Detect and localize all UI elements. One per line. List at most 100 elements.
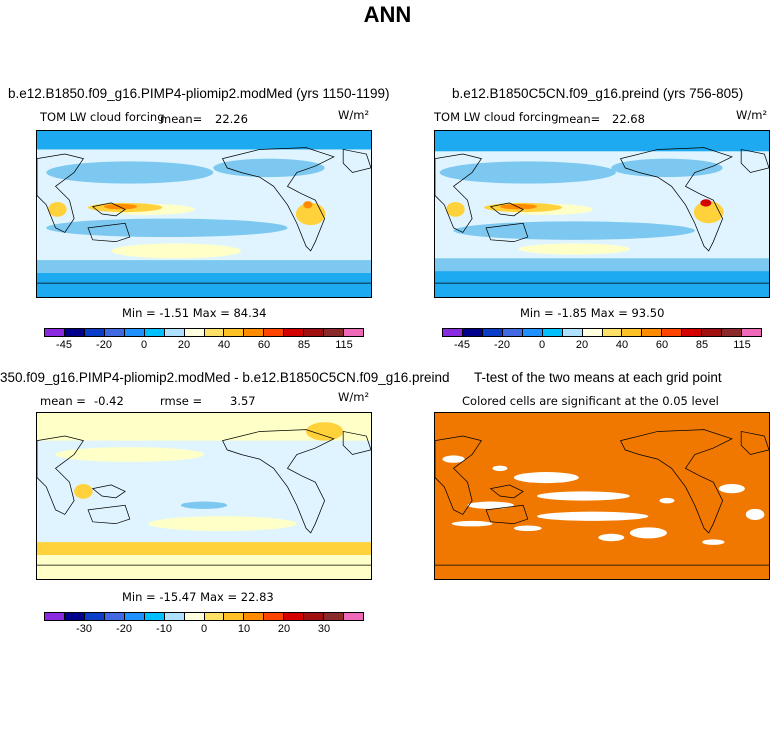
map-warmpool-core <box>499 203 538 210</box>
map-southern-band <box>435 258 769 272</box>
map-samerica-core <box>303 201 313 209</box>
colorbar-tick-label: -45 <box>56 339 72 351</box>
colorbar-tick-label: 85 <box>695 339 709 351</box>
panel3-units: W/m² <box>338 390 370 404</box>
colorbar-swatch <box>64 613 85 620</box>
colorbar-swatch <box>184 329 205 336</box>
colorbar-tick-label: 30 <box>317 623 331 635</box>
colorbar-tick-label: 20 <box>177 339 191 351</box>
map-antarctic-pale <box>37 555 371 579</box>
panel1-map <box>36 130 372 298</box>
colorbar-swatch <box>184 613 205 620</box>
panel2-mean-label: mean= <box>558 112 601 126</box>
colorbar-swatch <box>45 613 65 620</box>
colorbar-swatch <box>244 613 265 620</box>
colorbar-swatch <box>324 329 345 336</box>
colorbar-swatch <box>622 329 643 336</box>
colorbar-swatch <box>542 329 563 336</box>
colorbar-tick-label: 60 <box>257 339 271 351</box>
map-spacific-band <box>453 221 695 240</box>
colorbar-tick-label: 0 <box>538 339 546 351</box>
panel1-map-svg <box>37 131 371 297</box>
colorbar-swatch <box>104 329 125 336</box>
panel2-map-svg <box>435 131 769 297</box>
map-spacific-band <box>46 218 288 238</box>
map-antarctic-band <box>37 271 371 297</box>
colorbar-tick-label: 115 <box>335 339 353 351</box>
colorbar-swatch <box>562 329 583 336</box>
colorbar-tick-label: -20 <box>494 339 510 351</box>
map-tropic-blue <box>180 501 228 509</box>
panel3-colorbar-ticks: -30 -20 -10 0 10 20 30 <box>44 623 364 637</box>
map-southern-yellow <box>37 542 371 556</box>
colorbar-swatch <box>642 329 663 336</box>
map-natlantic-band <box>611 158 723 178</box>
panel1-mean-value: 22.26 <box>215 112 248 126</box>
colorbar-swatch <box>244 329 265 336</box>
panel3-minmax: Min = -15.47 Max = 22.83 <box>122 590 274 604</box>
colorbar-swatch <box>582 329 603 336</box>
panel1-colorbar-ticks: -45 -20 0 20 40 60 85 115 <box>44 339 364 353</box>
colorbar-swatch <box>742 329 761 336</box>
map-coastlines <box>37 429 371 566</box>
panel4-title: T-test of the two means at each grid poi… <box>474 370 722 385</box>
colorbar-swatch <box>144 613 165 620</box>
panel4-map-svg <box>435 413 769 579</box>
colorbar-swatch <box>602 329 623 336</box>
colorbar-swatch <box>264 613 285 620</box>
colorbar-swatch <box>164 613 185 620</box>
colorbar-swatch <box>204 613 225 620</box>
map-npacific-band <box>439 161 616 184</box>
colorbar-swatch <box>224 329 245 336</box>
colorbar-swatch <box>344 329 363 336</box>
panel1-minmax: Min = -1.51 Max = 84.34 <box>122 306 267 320</box>
colorbar-swatch <box>502 329 523 336</box>
map-africa-yellow <box>74 484 93 499</box>
colorbar-swatch <box>144 329 165 336</box>
panel2-units: W/m² <box>736 108 768 122</box>
colorbar-swatch <box>124 613 145 620</box>
panel4-map <box>434 412 770 580</box>
panel2-colorbar <box>442 328 762 337</box>
colorbar-swatch <box>164 329 185 336</box>
colorbar-swatch <box>84 613 105 620</box>
colorbar-swatch <box>462 329 483 336</box>
colorbar-swatch <box>204 329 225 336</box>
colorbar-tick-label: -45 <box>454 339 470 351</box>
colorbar-swatch <box>443 329 463 336</box>
colorbar-swatch <box>284 613 305 620</box>
colorbar-tick-label: -30 <box>76 623 92 635</box>
map-africa-yellow <box>446 202 465 217</box>
panel4-subtitle: Colored cells are significant at the 0.0… <box>462 394 719 408</box>
map-warmpool-core <box>103 203 138 210</box>
panel1-variable: TOM LW cloud forcing <box>40 110 165 124</box>
map-natlantic-band <box>213 158 325 178</box>
colorbar-tick-label: 20 <box>575 339 589 351</box>
colorbar-swatch <box>722 329 743 336</box>
panel3-mean-label: mean = <box>40 394 86 408</box>
colorbar-tick-label: 0 <box>200 623 208 635</box>
panel1-mean-label: mean= <box>160 112 203 126</box>
colorbar-swatch <box>84 329 105 336</box>
colorbar-swatch <box>104 613 125 620</box>
panel2-colorbar-ticks: -45 -20 0 20 40 60 85 115 <box>442 339 762 353</box>
map-africa-yellow <box>48 202 67 217</box>
panel2-minmax: Min = -1.85 Max = 93.50 <box>520 306 665 320</box>
colorbar-tick-label: 10 <box>237 623 251 635</box>
panel3-mean-value: -0.42 <box>94 394 124 408</box>
colorbar-tick-label: -10 <box>156 623 172 635</box>
map-coastlines <box>435 429 769 566</box>
map-arctic-yellow <box>306 422 344 441</box>
colorbar-swatch <box>224 613 245 620</box>
colorbar-swatch <box>304 613 325 620</box>
map-npacific-pale <box>55 447 204 462</box>
panel2-map <box>434 130 770 298</box>
colorbar-tick-label: 0 <box>140 339 148 351</box>
map-coastlines <box>37 147 371 284</box>
colorbar-tick-label: -20 <box>96 339 112 351</box>
colorbar-swatch <box>522 329 543 336</box>
map-samerica-yellow <box>693 201 724 224</box>
colorbar-swatch <box>304 329 325 336</box>
panel1-units: W/m² <box>338 108 370 122</box>
colorbar-tick-label: 20 <box>277 623 291 635</box>
